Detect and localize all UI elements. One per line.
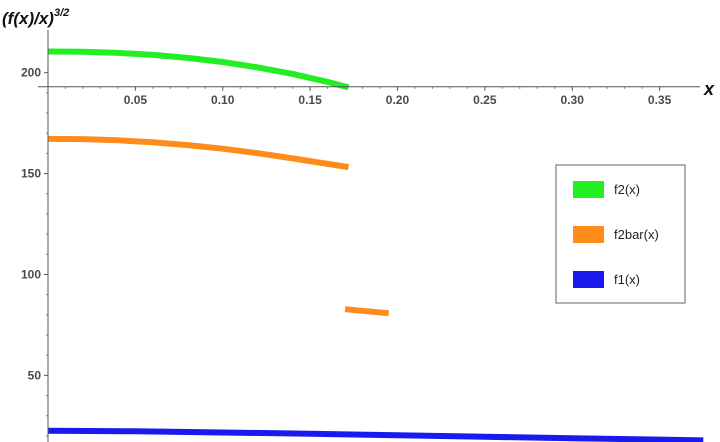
x-tick-label: 0.10 (211, 93, 235, 107)
y-axis-title-exponent: 3/2 (54, 7, 69, 19)
x-tick-label: 0.05 (124, 93, 148, 107)
y-tick-label: 50 (28, 368, 42, 382)
legend-items: f2(x) f2bar(x) f1(x) (573, 181, 659, 288)
x-ticks: 0.05 0.10 0.15 0.20 0.25 0.30 0.35 (64, 86, 672, 107)
x-axis-title: x (703, 79, 715, 99)
y-tick-label: 150 (21, 167, 41, 181)
series-line-0-0 (47, 48, 350, 91)
legend-label-1: f2bar(x) (614, 227, 659, 242)
legend-swatch-0 (573, 181, 604, 198)
y-axis-title-base: (f(x)/x) (2, 9, 54, 28)
series-line-1-1 (344, 306, 389, 317)
x-tick-label: 0.20 (386, 93, 410, 107)
legend-swatch-2 (573, 271, 604, 288)
series-line-1-0 (47, 135, 349, 171)
x-tick-label: 0.15 (298, 93, 322, 107)
y-ticks: 50 100 150 200 (21, 66, 48, 437)
x-tick-label: 0.30 (561, 93, 585, 107)
y-tick-label: 100 (21, 267, 41, 281)
series-line-2-0 (47, 427, 704, 442)
legend-label-2: f1(x) (614, 272, 640, 287)
y-tick-label: 200 (21, 66, 41, 80)
legend-label-0: f2(x) (614, 182, 640, 197)
series-layer (47, 48, 704, 442)
y-axis-title: (f(x)/x)3/2 (2, 7, 69, 28)
legend: f2(x) f2bar(x) f1(x) (555, 164, 686, 304)
x-tick-label: 0.25 (473, 93, 497, 107)
legend-swatch-1 (573, 226, 604, 243)
x-tick-label: 0.35 (648, 93, 672, 107)
